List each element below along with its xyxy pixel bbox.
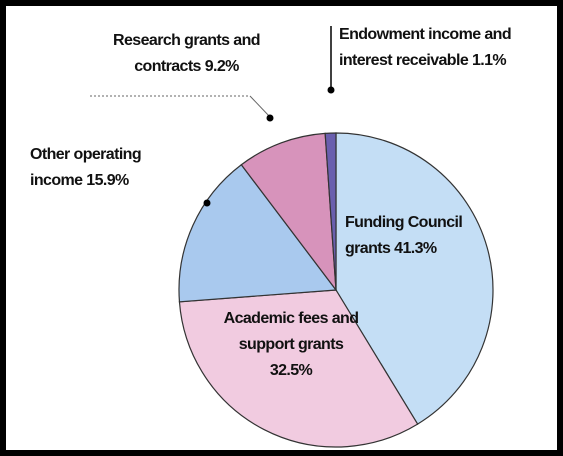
slice-label: Funding Council grants 41.3%: [345, 210, 485, 262]
pie-slice: [335, 132, 494, 425]
chart: [90, 26, 494, 448]
value-label: 41.3%: [394, 240, 437, 257]
pie-slice: [178, 289, 419, 448]
category-name: Research grants and contracts: [113, 32, 260, 75]
category-name: Academic fees and support grants: [223, 310, 359, 353]
category-name: Endowment income and interest receivable: [339, 26, 512, 69]
slice-label: Academic fees and support grants 32.5%: [216, 306, 366, 384]
slice-label: Research grants and contracts 9.2%: [94, 28, 279, 80]
leader-line: [249, 95, 271, 118]
pie-slice: [178, 163, 338, 303]
category-name: Funding Council grants: [345, 214, 463, 257]
value-label: 9.2%: [204, 58, 240, 75]
value-label: 15.9%: [86, 172, 129, 189]
pie-slice: [240, 132, 337, 292]
value-label: 1.1%: [471, 52, 507, 69]
slice-label: Other operating income 15.9%: [30, 142, 195, 194]
leader-dot: [266, 114, 274, 122]
category-name: Other operating income: [30, 146, 142, 189]
leader-dot: [327, 86, 335, 94]
pie-slice: [324, 132, 337, 291]
leader-dot: [203, 199, 211, 207]
slice-label: Endowment income and interest receivable…: [339, 22, 559, 74]
value-label: 32.5%: [269, 362, 313, 379]
